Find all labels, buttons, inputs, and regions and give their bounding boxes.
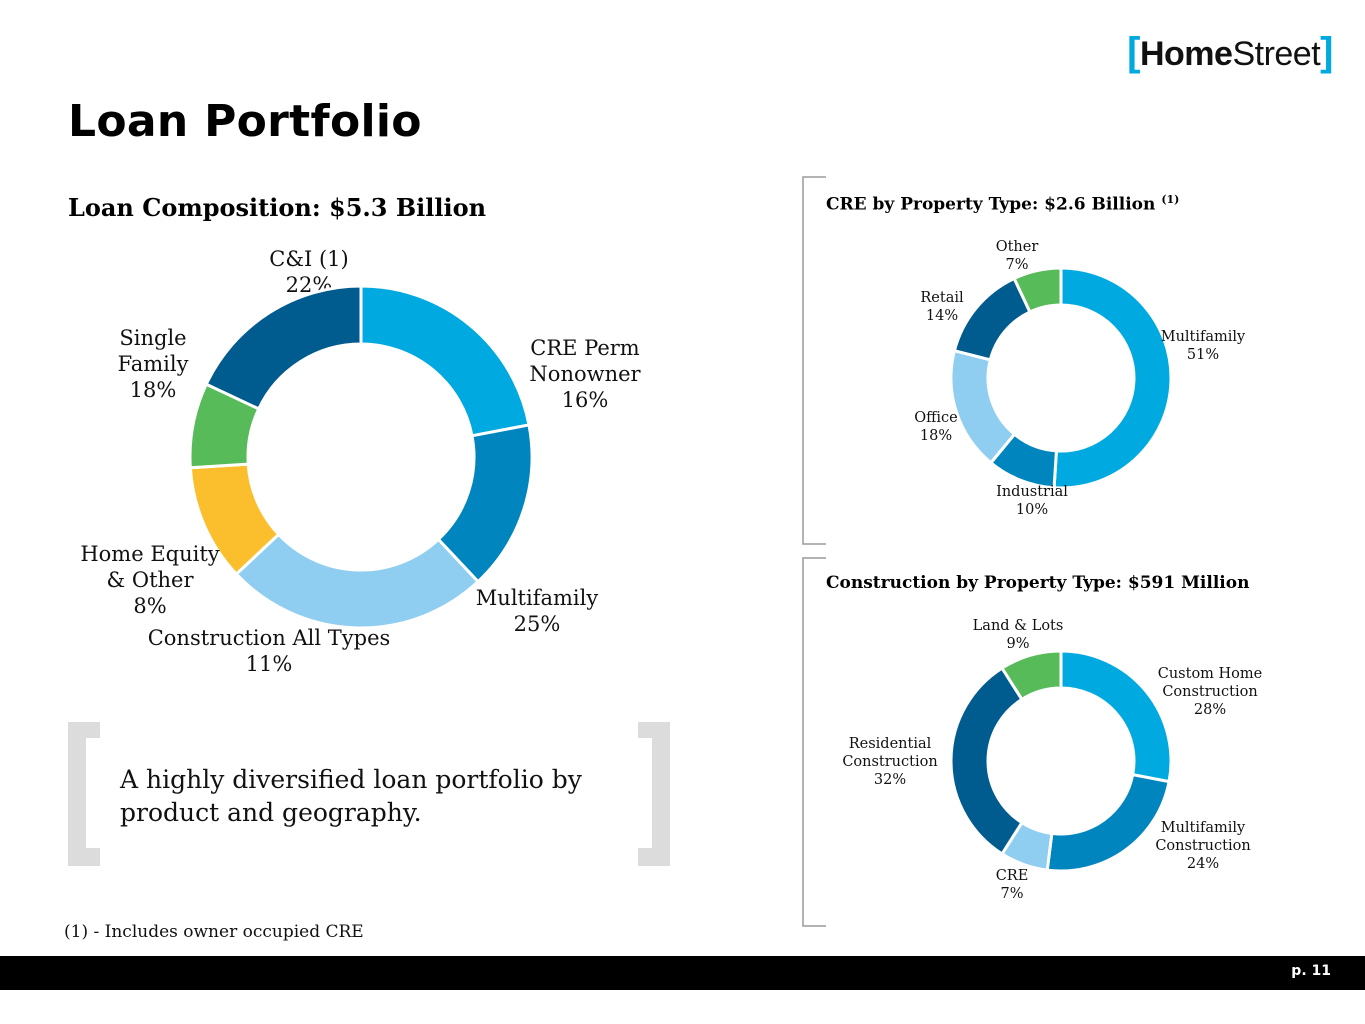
construction-label-4: Land & Lots 9% <box>973 618 1064 652</box>
cre-property-donut: Multifamily 51% Industrial 10% Office 18% Reta… <box>914 239 1246 518</box>
construction-chart-title: Construction by Property Type: $591 Mill… <box>826 573 1250 593</box>
cre-chart-title-note: (1) <box>1161 193 1180 206</box>
homestreet-logo: [HomeStreet] <box>1127 30 1333 75</box>
loan-label-1: CRE Perm Nonowner 16% <box>529 336 641 412</box>
construction-label-1: Multifamily Construction 24% <box>1155 820 1250 872</box>
cre-slice-0 <box>1052 266 1173 490</box>
page-number: p. 11 <box>1291 963 1331 979</box>
cre-slice-4 <box>1012 266 1063 314</box>
cre-label-1: Industrial 10% <box>996 484 1068 518</box>
logo-right-bracket: ] <box>1320 30 1333 74</box>
footnote: (1) - Includes owner occupied CRE <box>64 922 364 942</box>
loan-label-0: C&I (1) 22% <box>269 247 348 297</box>
construction-label-3: Residential Construction 32% <box>842 736 937 788</box>
quote-left-bracket <box>68 722 100 866</box>
loan-label-5: Single Family 18% <box>118 326 189 402</box>
cre-label-3: Retail 14% <box>920 290 964 324</box>
construction-label-0: Custom Home Construction 28% <box>1158 666 1263 718</box>
cre-slice-2 <box>949 348 1017 465</box>
loan-label-4: Home Equity & Other 8% <box>80 542 219 618</box>
construction-slice-3 <box>949 666 1024 856</box>
quote-text: A highly diversified loan portfolio by p… <box>120 765 582 827</box>
loan-slice-2 <box>234 532 481 630</box>
loan-label-3: Construction All Types 11% <box>148 626 391 676</box>
footer-bar <box>0 956 1365 990</box>
construction-slice-1 <box>1045 772 1171 873</box>
cre-bracket-line <box>802 176 826 545</box>
cre-label-2: Office 18% <box>914 410 958 444</box>
construction-slice-4 <box>999 649 1063 702</box>
cre-label-0: Multifamily 51% <box>1161 329 1246 363</box>
construction-slice-0 <box>1059 649 1173 784</box>
cre-chart-title-text: CRE by Property Type: $2.6 Billion <box>826 194 1156 215</box>
loan-label-2: Multifamily 25% <box>476 586 599 636</box>
construction-bracket-line <box>802 557 826 927</box>
loan-slice-0 <box>359 284 531 438</box>
cre-label-4: Other 7% <box>996 239 1039 273</box>
construction-property-donut: Custom Home Construction 28% Multifamily Con… <box>842 618 1262 902</box>
loan-slice-5 <box>204 284 363 411</box>
loan-composition-donut: C&I (1) 22% CRE Perm Nonowner 16% Multifamily… <box>80 247 641 676</box>
right-panel-bracket <box>802 176 826 927</box>
quote-right-bracket <box>638 722 670 866</box>
cre-chart-title: CRE by Property Type: $2.6 Billion (1) <box>826 193 1179 215</box>
construction-label-2: CRE 7% <box>996 868 1029 902</box>
logo-left-bracket: [ <box>1127 30 1140 74</box>
logo-text-street: Street <box>1232 35 1321 73</box>
logo-text-home: Home <box>1139 35 1233 73</box>
page-title: Loan Portfolio <box>68 96 422 147</box>
loan-composition-title: Loan Composition: $5.3 Billion <box>68 193 487 222</box>
quote-brackets <box>68 722 670 866</box>
